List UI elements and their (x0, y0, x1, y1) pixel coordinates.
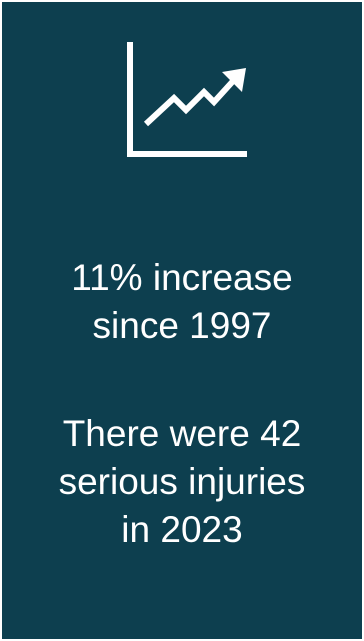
injuries-statistic-line: in 2023 (121, 509, 243, 550)
increase-statistic: 11% increase since 1997 (2, 254, 362, 350)
increase-statistic-line: since 1997 (92, 305, 272, 346)
trending-up-chart-icon (127, 42, 247, 157)
injuries-statistic-line: serious injuries (58, 461, 306, 502)
injuries-statistic: There were 42 serious injuries in 2023 (2, 410, 362, 554)
injuries-statistic-line: There were 42 (62, 413, 302, 454)
increase-statistic-line: 11% increase (71, 257, 293, 298)
